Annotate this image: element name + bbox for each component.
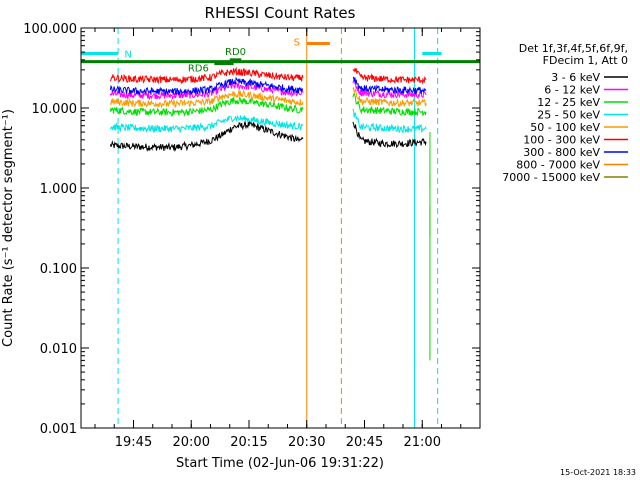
legend-label-4: 50 - 100 keV (530, 121, 600, 134)
legend-header-line-2: FDecim 1, Att 0 (543, 54, 628, 67)
flag-label-rd0: RD0 (225, 47, 246, 58)
y-tick-label-4: 10.000 (32, 102, 78, 117)
series-12-25-kev (109, 92, 427, 117)
legend-label-2: 12 - 25 keV (537, 96, 600, 109)
series-line-segment-0 (109, 76, 303, 96)
x-tick-label-0: 19:45 (115, 435, 152, 450)
series-line-segment-1 (352, 86, 427, 108)
flag-label-s: S (294, 38, 300, 49)
series-line-segment-1 (352, 76, 427, 96)
x-tick-label-2: 20:15 (230, 435, 267, 450)
series-line-segment-0 (109, 89, 304, 109)
y-axis-ticks: 0.001 0.010 0.100 1.000 10.000 100.000 (23, 22, 480, 437)
series-line-segment-1 (352, 92, 427, 117)
legend-header-line-1: Det 1f,3f,4f,5f,6f,9f, (519, 42, 628, 55)
series-3-6-kev (109, 120, 427, 153)
flag-label-rd6: RD6 (188, 63, 209, 74)
x-tick-label-5: 21:00 (404, 435, 441, 450)
series-25-50-kev (109, 108, 427, 134)
series-line-segment-1 (352, 108, 427, 134)
series-lines (109, 66, 431, 361)
flag-bars: N S RD6 RD0 (81, 38, 480, 74)
series-line-segment-0 (109, 114, 304, 134)
x-axis-ticks: 19:45 20:00 20:15 20:30 20:45 21:00 (94, 28, 481, 450)
flag-label-n: N (124, 50, 131, 61)
series-100-300-kev (109, 66, 427, 85)
y-tick-label-0: 0.001 (40, 422, 77, 437)
legend-label-0: 3 - 6 keV (551, 71, 600, 84)
legend-label-7: 800 - 7000 keV (516, 159, 600, 172)
y-axis-label: Count Rate (s⁻¹ detector segment⁻¹) (1, 109, 16, 347)
y-tick-label-2: 0.100 (40, 262, 77, 277)
series-line-segment-1 (352, 121, 427, 149)
series-line-segment-0 (109, 95, 304, 117)
series-line-segment-1 (352, 67, 427, 85)
legend-label-5: 100 - 300 keV (523, 134, 600, 147)
footer-timestamp: 15-Oct-2021 18:33 (560, 468, 636, 477)
chart-title: RHESSI Count Rates (205, 4, 356, 22)
series-line-segment-0 (109, 66, 304, 85)
y-tick-label-1: 0.010 (40, 342, 77, 357)
series-line-segment-1 (352, 77, 427, 100)
x-tick-label-3: 20:30 (288, 435, 325, 450)
y-tick-label-5: 100.000 (23, 22, 77, 37)
series-300-800-kev (109, 76, 427, 96)
plot-frame (80, 27, 481, 429)
series-line-segment-0 (109, 120, 304, 153)
x-tick-label-4: 20:45 (346, 435, 383, 450)
series-50-100-kev (109, 86, 427, 109)
legend-label-1: 6 - 12 keV (544, 84, 600, 97)
x-tick-label-1: 20:00 (173, 435, 210, 450)
legend: Det 1f,3f,4f,5f,6f,9f, FDecim 1, Att 0 3… (502, 42, 628, 184)
x-axis-label: Start Time (02-Jun-06 19:31:22) (176, 456, 384, 471)
legend-label-8: 7000 - 15000 keV (502, 171, 600, 184)
y-tick-label-3: 1.000 (40, 182, 77, 197)
legend-label-6: 300 - 800 keV (523, 146, 600, 159)
legend-label-3: 25 - 50 keV (537, 109, 600, 122)
